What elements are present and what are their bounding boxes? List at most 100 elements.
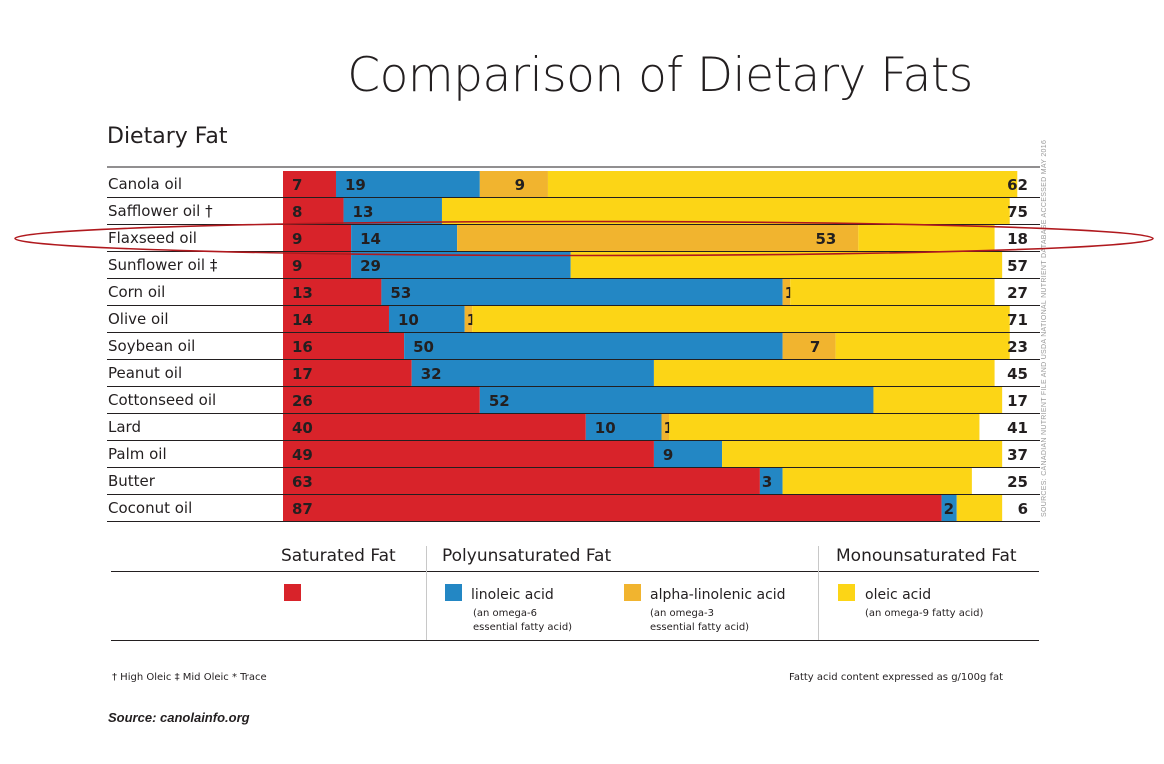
source-note: Source: canolainfo.org — [108, 710, 250, 725]
bar-saturated — [283, 414, 586, 440]
footnote-units: Fatty acid content expressed as g/100g f… — [789, 672, 1004, 683]
bar-linoleic — [381, 279, 783, 305]
chart-subtitle: Dietary Fat — [107, 124, 228, 149]
bar-alpha_linolenic — [464, 306, 473, 332]
linoleic-swatch — [445, 584, 462, 601]
data-label-linoleic: 19 — [345, 176, 366, 194]
category-label: Olive oil — [108, 310, 169, 328]
footnote-symbols: † High Oleic ‡ Mid Oleic * Trace — [112, 672, 267, 683]
alpha-linolenic-label: alpha-linolenic acid — [650, 587, 786, 603]
bar-oleic — [570, 252, 1003, 278]
oleic-label: oleic acid — [865, 587, 932, 603]
data-label-oleic: 75 — [1007, 203, 1028, 221]
data-label-saturated: 87 — [292, 500, 313, 518]
data-label-oleic: 45 — [1007, 365, 1028, 383]
bar-oleic — [835, 333, 1010, 359]
bar-alpha_linolenic — [782, 279, 791, 305]
bar-saturated — [283, 333, 405, 359]
data-label-linoleic: 2 — [944, 500, 954, 518]
legend-saturated-header: Saturated Fat — [281, 546, 396, 566]
bar-linoleic — [585, 414, 662, 440]
bar-saturated — [283, 441, 654, 467]
data-label-linoleic: 52 — [489, 392, 510, 410]
data-label-linoleic: 32 — [421, 365, 442, 383]
data-label-linoleic: 3 — [762, 473, 772, 491]
legend-bottom-rule — [111, 640, 1039, 641]
bar-saturated — [283, 306, 389, 332]
data-label-oleic: 6 — [1018, 500, 1028, 518]
category-label: Palm oil — [108, 445, 167, 463]
legend-divider-1 — [426, 546, 427, 640]
data-label-linoleic: 53 — [390, 284, 411, 302]
category-label: Lard — [108, 418, 141, 436]
data-label-saturated: 49 — [292, 446, 313, 464]
data-label-linoleic: 50 — [413, 338, 434, 356]
data-label-saturated: 14 — [292, 311, 313, 329]
data-label-oleic: 17 — [1007, 392, 1028, 410]
data-label-oleic: 25 — [1007, 473, 1028, 491]
bar-saturated — [283, 387, 480, 413]
data-label-alpha_linolenic: 1 — [467, 311, 477, 329]
category-label: Butter — [108, 472, 156, 490]
bar-oleic — [722, 441, 1003, 467]
highlight-ellipse — [14, 220, 1154, 257]
data-label-saturated: 13 — [292, 284, 313, 302]
bar-alpha_linolenic — [661, 414, 670, 440]
data-label-saturated: 16 — [292, 338, 313, 356]
linoleic-sub-1: (an omega-6 — [473, 608, 538, 619]
data-label-saturated: 63 — [292, 473, 313, 491]
bar-oleic — [782, 468, 972, 494]
bar-linoleic — [404, 333, 783, 359]
data-label-linoleic: 9 — [663, 446, 673, 464]
bar-alpha_linolenic — [479, 171, 548, 197]
data-label-oleic: 18 — [1007, 230, 1028, 248]
data-label-saturated: 8 — [292, 203, 302, 221]
bar-oleic — [873, 387, 1003, 413]
oleic-swatch — [838, 584, 855, 601]
data-label-saturated: 26 — [292, 392, 313, 410]
category-label: Sunflower oil ‡ — [108, 256, 218, 274]
bar-linoleic — [479, 387, 874, 413]
data-label-saturated: 7 — [292, 176, 302, 194]
data-label-linoleic: 10 — [595, 419, 616, 437]
data-label-alpha_linolenic: 1 — [664, 419, 674, 437]
data-label-oleic: 71 — [1007, 311, 1028, 329]
bar-linoleic — [653, 441, 723, 467]
bar-oleic — [956, 495, 1003, 521]
bar-oleic — [441, 198, 1010, 224]
bar-oleic — [472, 306, 1010, 332]
data-label-alpha_linolenic: 9 — [515, 176, 525, 194]
bar-saturated — [283, 360, 412, 386]
category-label: Corn oil — [108, 283, 165, 301]
bar-oleic — [858, 225, 995, 251]
oleic-sub: (an omega-9 fatty acid) — [865, 608, 984, 619]
linoleic-sub-2: essential fatty acid) — [473, 622, 573, 633]
bar-linoleic — [941, 495, 957, 521]
legend-poly-header: Polyunsaturated Fat — [442, 546, 612, 566]
bar-saturated — [283, 198, 344, 224]
bar-linoleic — [351, 225, 458, 251]
alpha-linolenic-sub-1: (an omega-3 — [650, 608, 715, 619]
data-label-saturated: 9 — [292, 257, 302, 275]
bar-saturated — [283, 495, 942, 521]
bar-saturated — [283, 171, 336, 197]
chart-title: Comparison of Dietary Fats — [347, 48, 973, 103]
data-label-oleic: 23 — [1007, 338, 1028, 356]
bar-alpha_linolenic — [782, 333, 836, 359]
bar-oleic — [790, 279, 995, 305]
category-label: Safflower oil † — [108, 202, 213, 220]
bar-oleic — [669, 414, 980, 440]
bar-oleic — [547, 171, 1018, 197]
legend-divider-2 — [818, 546, 819, 640]
alpha-linolenic-swatch — [624, 584, 641, 601]
data-label-oleic: 27 — [1007, 284, 1028, 302]
category-label: Cottonseed oil — [108, 391, 216, 409]
bar-saturated — [283, 468, 760, 494]
bar-saturated — [283, 225, 352, 251]
data-label-oleic: 62 — [1007, 176, 1028, 194]
category-label: Flaxseed oil — [108, 229, 197, 247]
saturated-swatch — [284, 584, 301, 601]
data-label-oleic: 41 — [1007, 419, 1028, 437]
bar-linoleic — [411, 360, 654, 386]
